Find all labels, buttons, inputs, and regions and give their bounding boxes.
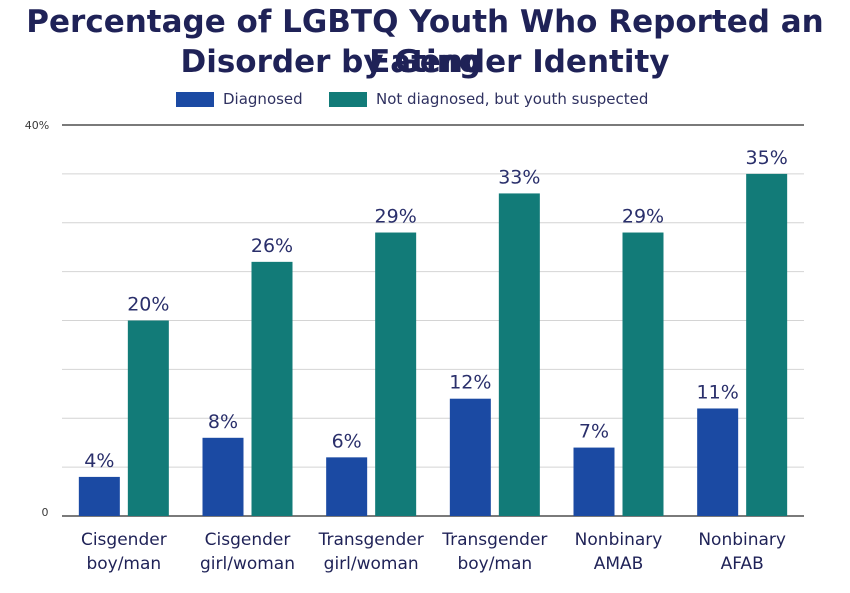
- legend-item-diagnosed: Diagnosed: [176, 90, 303, 108]
- bar-suspected: [498, 193, 540, 517]
- legend-swatch-suspected: [329, 91, 367, 107]
- legend-swatch-diagnosed: [176, 91, 214, 107]
- bar-suspected: [127, 320, 169, 516]
- data-label-diagnosed: 11%: [697, 381, 739, 403]
- legend-label-diagnosed: Diagnosed: [223, 90, 303, 108]
- x-tick-label: Transgender: [441, 530, 547, 550]
- x-tick-label: boy/man: [86, 554, 161, 574]
- x-tick-label: Cisgender: [81, 530, 167, 550]
- x-tick-label: Nonbinary: [698, 530, 786, 550]
- x-tick-label: Cisgender: [205, 530, 291, 550]
- data-label-diagnosed: 4%: [84, 450, 114, 472]
- x-tick-label: AMAB: [594, 554, 644, 574]
- legend-label-suspected: Not diagnosed, but youth suspected: [376, 90, 649, 108]
- bar-suspected: [375, 232, 417, 516]
- x-tick-label: girl/woman: [324, 554, 419, 574]
- data-label-diagnosed: 12%: [449, 372, 491, 394]
- x-tick-label: AFAB: [721, 554, 764, 574]
- x-tick-label: Nonbinary: [575, 530, 663, 550]
- data-label-diagnosed: 8%: [208, 411, 238, 433]
- legend: Diagnosed Not diagnosed, but youth suspe…: [0, 90, 850, 114]
- chart-title-line-1: Percentage of LGBTQ Youth Who Reported a…: [26, 4, 824, 80]
- bar-diagnosed: [573, 447, 615, 516]
- data-label-suspected: 29%: [622, 206, 664, 228]
- data-label-diagnosed: 6%: [332, 430, 362, 452]
- data-label-diagnosed: 7%: [579, 421, 609, 443]
- y-tick-label-bottom: 0: [42, 506, 49, 519]
- data-label-suspected: 33%: [498, 166, 540, 188]
- bar-suspected: [622, 232, 664, 516]
- legend-item-suspected: Not diagnosed, but youth suspected: [329, 90, 648, 108]
- data-label-suspected: 20%: [127, 294, 169, 316]
- data-label-suspected: 35%: [746, 147, 788, 169]
- data-label-suspected: 26%: [251, 235, 293, 257]
- bar-diagnosed: [202, 437, 244, 516]
- bar-diagnosed: [449, 398, 491, 516]
- data-label-suspected: 29%: [375, 206, 417, 228]
- bar-diagnosed: [326, 457, 368, 516]
- x-tick-label: Transgender: [318, 530, 424, 550]
- bar-suspected: [746, 173, 788, 516]
- chart-title-line-2: Disorder by Gender Identity: [180, 44, 670, 80]
- bar-diagnosed: [78, 476, 120, 516]
- x-tick-label: boy/man: [457, 554, 532, 574]
- x-tick-label: girl/woman: [200, 554, 295, 574]
- y-tick-label-top: 40%: [25, 119, 49, 132]
- bar-suspected: [251, 261, 293, 516]
- bar-diagnosed: [697, 408, 739, 516]
